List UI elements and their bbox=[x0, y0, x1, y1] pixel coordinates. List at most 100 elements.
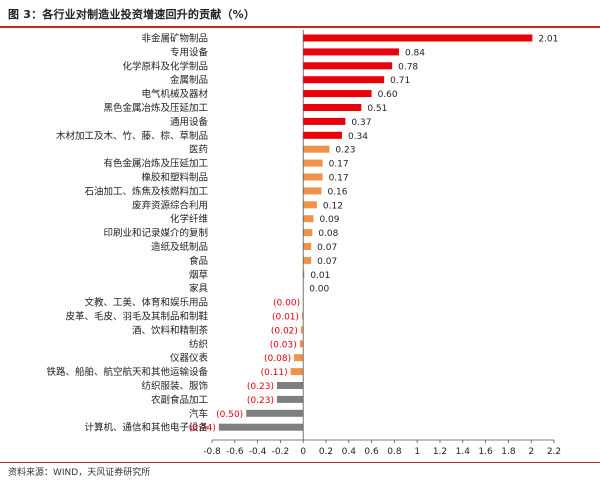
x-tick-label: 1 bbox=[414, 447, 420, 457]
x-tick-label: 0.2 bbox=[319, 447, 333, 457]
value-label: (0.01) bbox=[272, 313, 299, 323]
value-label: 0.34 bbox=[348, 132, 368, 142]
x-tick-label: -0.4 bbox=[249, 447, 267, 457]
category-label: 纺织 bbox=[189, 338, 208, 350]
category-label: 有色金属冶炼及压延加工 bbox=[103, 158, 208, 170]
x-tick-label: 2.2 bbox=[547, 447, 561, 457]
value-label: 0.84 bbox=[405, 48, 425, 58]
x-tick-label: -0.6 bbox=[226, 447, 244, 457]
bar bbox=[290, 368, 304, 376]
category-label: 非金属矿物制品 bbox=[141, 33, 208, 45]
value-label: 0.12 bbox=[323, 201, 343, 211]
category-label: 烟草 bbox=[189, 269, 208, 281]
x-tick-label: 0.8 bbox=[387, 447, 402, 457]
value-label: (0.03) bbox=[270, 340, 297, 350]
source-note: 资料来源：WIND，天风证券研究所 bbox=[8, 468, 151, 478]
category-label: 医药 bbox=[189, 145, 208, 156]
bar bbox=[303, 48, 399, 56]
category-label: 农副食品加工 bbox=[151, 394, 209, 406]
category-label: 橡胶和塑料制品 bbox=[141, 172, 208, 184]
bar bbox=[276, 395, 304, 403]
value-label: 0.09 bbox=[319, 215, 339, 225]
category-label: 化学原料及化学制品 bbox=[122, 60, 208, 72]
value-label: (0.74) bbox=[189, 424, 216, 434]
bar bbox=[303, 34, 533, 42]
category-label: 专用设备 bbox=[170, 46, 209, 58]
value-label: 0.01 bbox=[310, 271, 330, 281]
value-label: 0.17 bbox=[329, 174, 349, 184]
bar bbox=[276, 382, 304, 389]
value-label: 0.17 bbox=[329, 160, 349, 170]
value-label: 0.00 bbox=[309, 285, 329, 295]
category-label: 造纸及纸制品 bbox=[151, 241, 208, 253]
x-tick-label: 0.4 bbox=[342, 447, 357, 457]
category-label: 酒、饮料和精制茶 bbox=[132, 324, 209, 336]
value-label: 0.37 bbox=[351, 118, 371, 128]
x-tick-label: 2 bbox=[528, 447, 534, 457]
bar bbox=[300, 326, 304, 334]
category-label: 皮革、毛皮、羽毛及其制品和制鞋 bbox=[65, 311, 208, 323]
category-label: 仪器仪表 bbox=[170, 352, 209, 364]
bar bbox=[218, 423, 304, 431]
value-label: 0.23 bbox=[335, 146, 355, 156]
category-label: 石油加工、炼焦及核燃料加工 bbox=[84, 185, 208, 197]
category-label: 文教、工美、体育和娱乐用品 bbox=[84, 297, 208, 309]
category-label: 黑色金属冶炼及压延加工 bbox=[103, 102, 208, 114]
bar bbox=[303, 76, 385, 84]
bar bbox=[303, 229, 313, 237]
value-label: 0.07 bbox=[317, 257, 337, 267]
bar bbox=[303, 201, 317, 209]
x-tick-label: -0.8 bbox=[203, 447, 221, 457]
x-tick-label: 0.6 bbox=[364, 447, 379, 457]
bar bbox=[303, 62, 393, 70]
category-label: 计算机、通信和其他电子设备 bbox=[84, 422, 208, 434]
bar bbox=[299, 340, 304, 348]
value-label: 0.60 bbox=[378, 90, 398, 100]
value-label: 0.08 bbox=[318, 229, 338, 239]
category-label: 汽车 bbox=[189, 408, 208, 420]
bar bbox=[302, 312, 304, 320]
bar bbox=[303, 243, 312, 250]
category-label: 纺织服装、服饰 bbox=[141, 380, 208, 392]
x-tick-label: 1.8 bbox=[501, 447, 516, 457]
title-rule bbox=[0, 26, 600, 28]
value-label: (0.23) bbox=[247, 396, 274, 406]
x-tick-label: 1.4 bbox=[456, 447, 471, 457]
value-label: 0.78 bbox=[398, 62, 418, 72]
value-label: (0.08) bbox=[264, 354, 291, 364]
value-label: (0.11) bbox=[261, 368, 288, 378]
category-label: 电气机械及器材 bbox=[141, 88, 208, 100]
bar bbox=[294, 354, 304, 362]
value-label: (0.23) bbox=[247, 382, 274, 392]
bar bbox=[303, 145, 330, 153]
category-label: 废弃资源综合利用 bbox=[132, 199, 208, 211]
value-label: 0.16 bbox=[327, 187, 347, 197]
chart-title: 图 3：各行业对制造业投资增速回升的贡献（%） bbox=[8, 8, 256, 21]
bar bbox=[303, 117, 346, 125]
bar bbox=[303, 90, 372, 98]
value-label: 0.71 bbox=[390, 76, 410, 86]
bar bbox=[303, 131, 342, 139]
category-label: 铁路、船舶、航空航天和其他运输设备 bbox=[46, 366, 208, 378]
x-tick-label: 1.2 bbox=[433, 447, 447, 457]
x-tick-label: 0 bbox=[300, 447, 306, 457]
value-label: (0.02) bbox=[271, 326, 298, 336]
category-label: 通用设备 bbox=[170, 116, 209, 128]
bar bbox=[303, 256, 312, 264]
category-label: 木材加工及木、竹、藤、棕、草制品 bbox=[56, 130, 208, 142]
category-label: 金属制品 bbox=[170, 74, 208, 86]
value-label: 0.51 bbox=[367, 104, 387, 114]
footer-rule bbox=[0, 462, 600, 463]
bar bbox=[303, 187, 322, 195]
x-tick-label: 1.6 bbox=[478, 447, 493, 457]
value-label: 0.07 bbox=[317, 243, 337, 253]
x-tick-label: -0.2 bbox=[272, 447, 290, 457]
category-label: 家具 bbox=[189, 283, 209, 295]
bar bbox=[303, 270, 305, 278]
category-label: 食品 bbox=[189, 255, 208, 267]
value-label: (0.50) bbox=[216, 410, 243, 420]
bar bbox=[303, 104, 362, 111]
bar bbox=[303, 173, 323, 181]
bar bbox=[303, 215, 314, 223]
value-label: (0.00) bbox=[273, 299, 300, 309]
